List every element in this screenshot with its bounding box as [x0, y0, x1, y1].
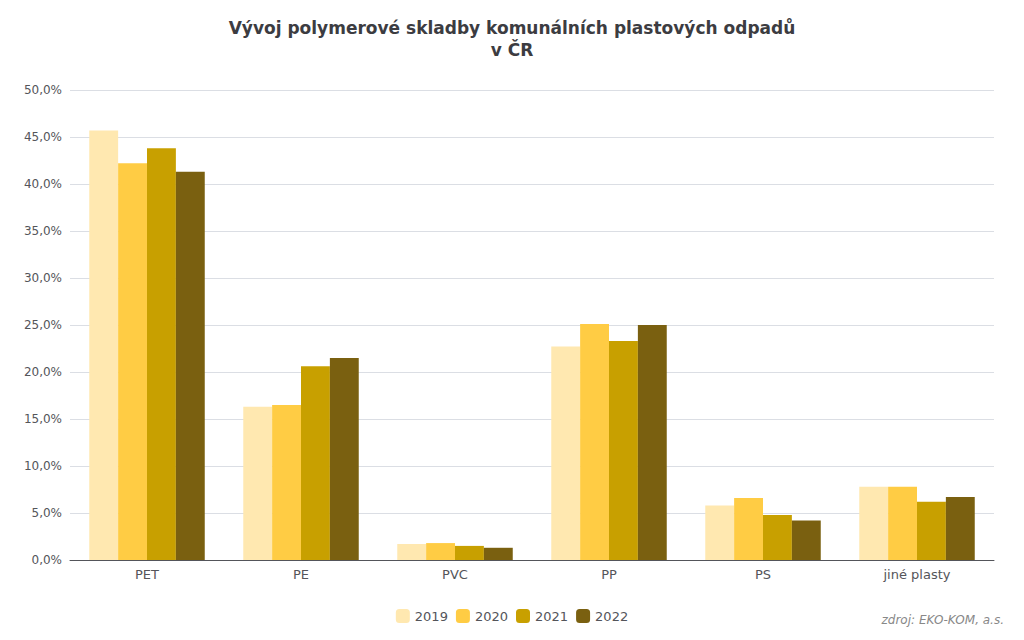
svg-text:10,0%: 10,0%: [24, 459, 62, 473]
svg-text:40,0%: 40,0%: [24, 177, 62, 191]
svg-text:5,0%: 5,0%: [32, 506, 63, 520]
svg-text:zdroj: EKO-KOM, a.s.: zdroj: EKO-KOM, a.s.: [881, 613, 1005, 627]
svg-text:30,0%: 30,0%: [24, 271, 62, 285]
svg-text:15,0%: 15,0%: [24, 412, 62, 426]
svg-text:jiné plasty: jiné plasty: [883, 567, 951, 582]
svg-text:0,0%: 0,0%: [32, 553, 63, 567]
svg-text:2020: 2020: [475, 609, 508, 624]
svg-text:PE: PE: [293, 567, 309, 582]
svg-text:2021: 2021: [535, 609, 568, 624]
svg-text:PP: PP: [601, 567, 617, 582]
svg-text:PET: PET: [135, 567, 159, 582]
svg-text:PS: PS: [755, 567, 771, 582]
svg-text:v ČR: v ČR: [491, 39, 534, 60]
svg-text:2019: 2019: [415, 609, 448, 624]
svg-text:2022: 2022: [595, 609, 628, 624]
svg-text:20,0%: 20,0%: [24, 365, 62, 379]
svg-text:25,0%: 25,0%: [24, 318, 62, 332]
svg-text:PVC: PVC: [442, 567, 468, 582]
svg-text:35,0%: 35,0%: [24, 224, 62, 238]
svg-text:45,0%: 45,0%: [24, 130, 62, 144]
svg-text:50,0%: 50,0%: [24, 83, 62, 97]
svg-text:Vývoj polymerové skladby komun: Vývoj polymerové skladby komunálních pla…: [229, 17, 796, 38]
